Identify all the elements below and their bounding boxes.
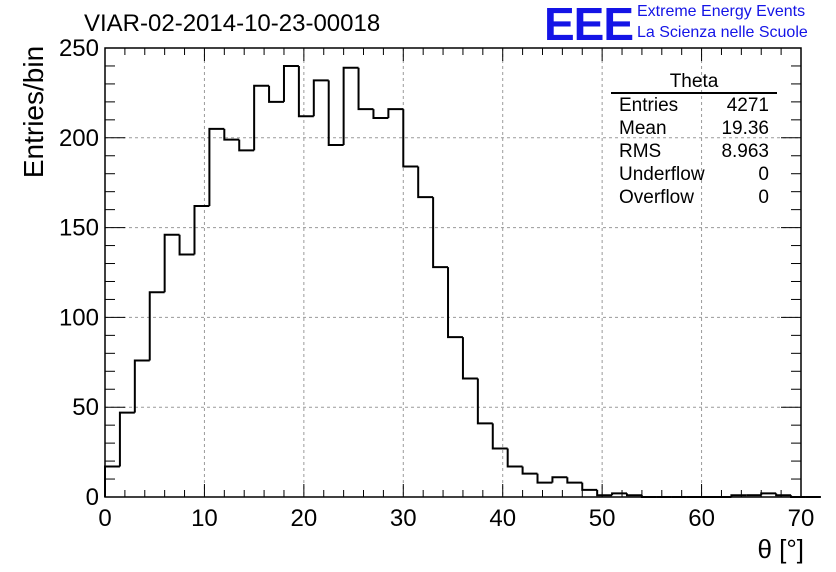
histogram-bin [775,493,792,497]
histogram-bin [581,482,598,491]
y-tick-label: 100 [59,304,99,331]
histogram-bin [178,234,195,256]
chart-title: VIAR-02-2014-10-23-00018 [84,10,381,37]
y-tick-label: 0 [86,484,99,511]
histogram-bin [268,85,284,103]
stat-value: 19.36 [721,118,769,139]
tick-labels: 0 10 20 30 40 50 60 70 0 50 100 150 200 250 [59,35,814,532]
histogram-bin [104,465,120,497]
x-tick-label: 70 [788,505,815,532]
stat-label: Entries [619,95,679,116]
x-tick-label: 0 [98,505,111,532]
stat-value: 0 [758,187,769,208]
histogram-bin [626,493,642,497]
histogram-bin [760,492,777,496]
x-tick-label: 40 [489,505,516,532]
histogram-bin [491,423,508,450]
histogram-bin [282,64,299,102]
histogram-bin [476,378,493,425]
histogram-bin [357,67,374,111]
eee-logo: EEE [544,0,634,50]
stat-row-rms: RMS 8.963 [611,140,777,163]
y-tick-label: 150 [59,215,99,242]
histogram-bin [238,139,255,152]
stat-label: Mean [619,118,667,139]
x-axis-label: θ [°] [757,534,804,564]
histogram-bin [387,108,404,119]
stat-row-entries: Entries 4271 [611,94,777,117]
x-tick-label: 50 [589,505,616,532]
plot-frame [104,47,802,498]
histogram-bin [297,65,314,118]
stat-value: 8.963 [721,141,769,162]
axis-ticks [104,47,802,498]
histogram-bin [253,84,270,151]
stat-row-overflow: Overflow 0 [611,186,777,209]
histogram-bin [447,267,463,339]
stat-label: Overflow [619,187,694,208]
histogram-series [104,64,821,498]
x-tick-label: 30 [390,505,417,532]
histogram-bin [342,66,359,145]
histogram-bin [118,411,135,467]
stats-box: Theta Entries 4271 Mean 19.36 RMS 8.963 … [611,72,777,209]
x-tick-label: 10 [191,505,218,532]
histogram-bin [506,448,523,468]
histogram-bin [417,166,434,199]
stat-label: RMS [619,141,662,162]
histogram-bin [372,109,389,120]
y-axis-label: Entries/bin [18,45,49,179]
stat-row-mean: Mean 19.36 [611,117,777,140]
logo-line-2: La Scienza nelle Scuole [637,24,808,41]
histogram-bin [312,79,329,117]
histogram-bin [536,473,553,484]
x-tick-label: 20 [291,505,318,532]
logo-line-1: Extreme Energy Events [637,3,806,20]
histogram-bin [133,359,150,413]
histogram-bin [402,109,419,168]
stat-value: 0 [758,164,769,185]
histogram-bin [432,197,449,269]
histogram-bin [611,492,627,496]
x-tick-label: 60 [688,505,715,532]
histogram-bin [327,80,344,146]
histogram-bin [521,466,538,475]
stat-value: 4271 [726,95,769,116]
histogram-bin [461,337,478,380]
plot-border [104,47,802,498]
histogram-bin [596,489,613,497]
stat-label: Underflow [619,164,705,185]
y-tick-label: 200 [59,125,99,152]
stat-row-underflow: Underflow 0 [611,163,777,186]
histogram-bin [551,476,568,483]
y-tick-label: 50 [72,394,99,421]
histogram-bin [566,477,583,484]
histogram-bin [148,291,165,361]
histogram-bin [163,233,180,293]
histogram-bin [208,127,225,207]
histogram-bin [223,128,240,141]
stats-title: Theta [611,72,777,94]
y-tick-label: 250 [59,35,99,62]
histogram-bin [193,205,210,255]
